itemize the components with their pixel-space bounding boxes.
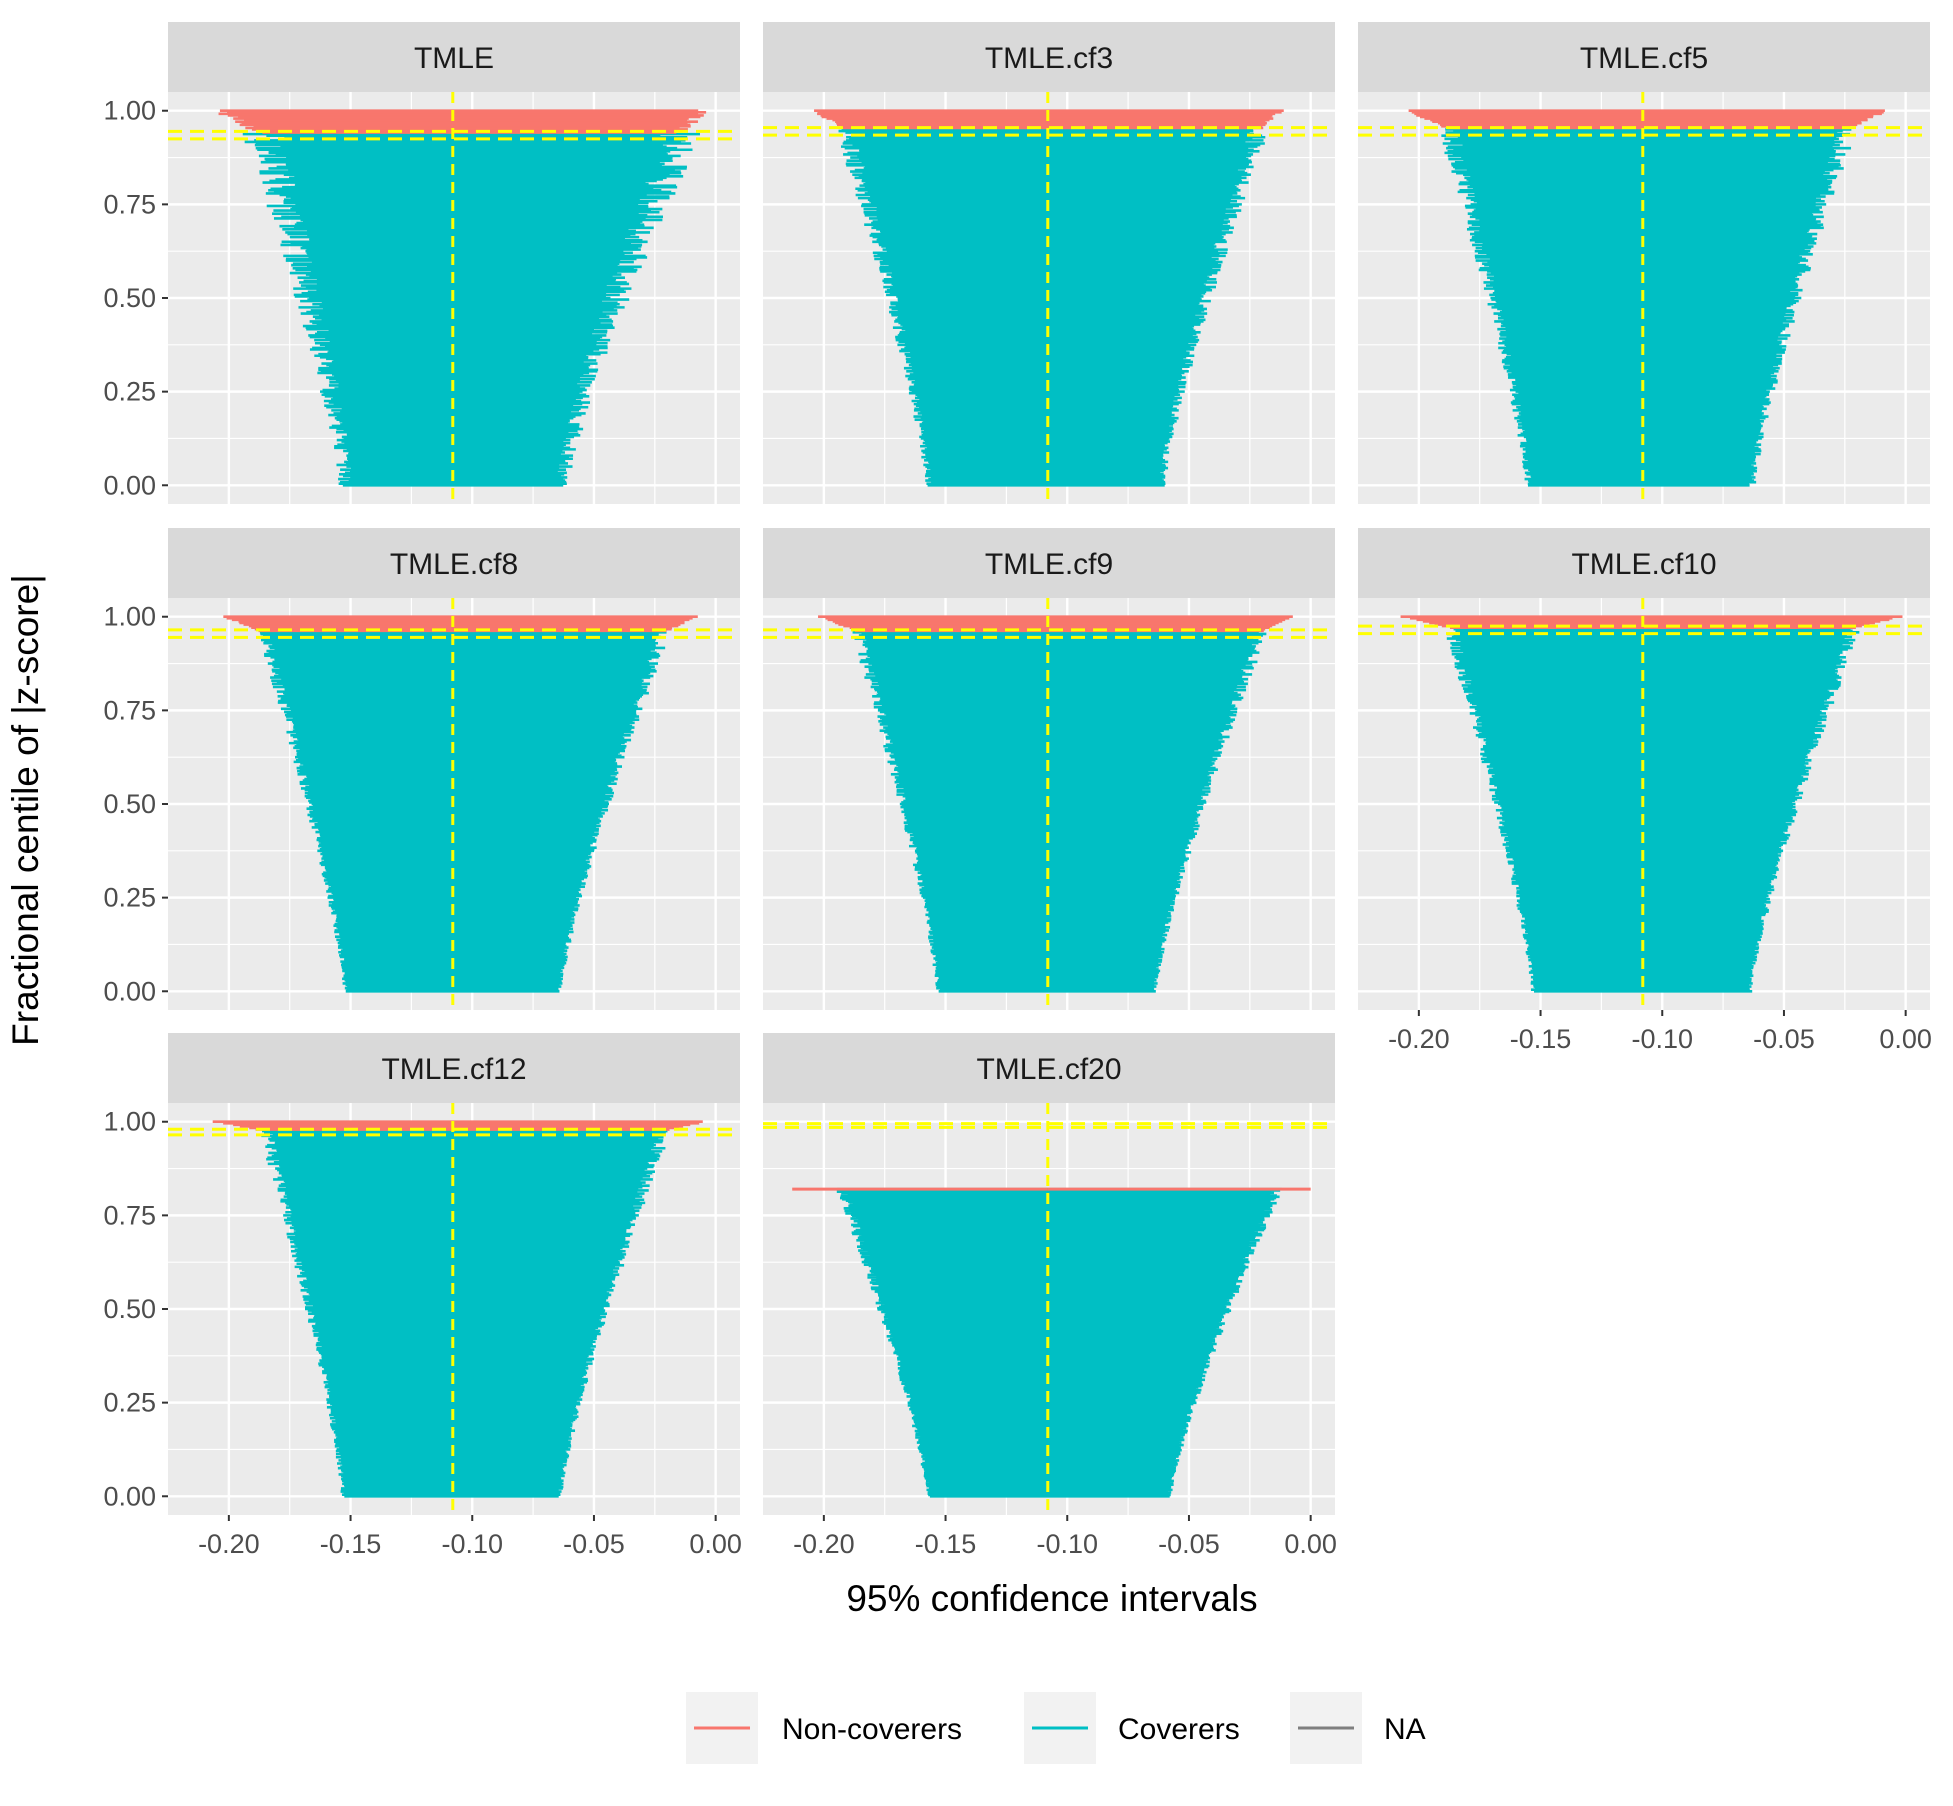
y-tick-label: 0.00 bbox=[103, 1481, 156, 1511]
ci-bars-tmle bbox=[218, 109, 707, 487]
x-axis-title: 95% confidence intervals bbox=[846, 1578, 1257, 1619]
x-tick-label: 0.00 bbox=[1284, 1529, 1337, 1559]
x-tick-label: -0.15 bbox=[915, 1529, 977, 1559]
ci-bars-tmle-cf10 bbox=[1400, 615, 1903, 993]
strip-tmle-cf5 bbox=[1358, 22, 1930, 92]
panel-tmle-cf8: TMLE.cf8 0.00 0.25 0.50 0.75 1.00 bbox=[103, 528, 740, 1010]
panel-tmle-cf3: TMLE.cf3 bbox=[763, 22, 1335, 504]
panel-tmle-cf5: TMLE.cf5 bbox=[1358, 22, 1930, 504]
legend-item-non-coverers: Non-coverers bbox=[686, 1692, 962, 1764]
y-tick-label: 0.75 bbox=[103, 695, 156, 725]
strip-tmle-cf12 bbox=[168, 1033, 740, 1103]
y-tick-label: 0.00 bbox=[103, 470, 156, 500]
panel-tmle-cf9: TMLE.cf9 bbox=[763, 528, 1335, 1010]
strip-label-tmle-cf8: TMLE.cf8 bbox=[390, 548, 518, 581]
panel-tmle-cf12: TMLE.cf12 0.00 0.25 0.50 0.75 1.00 -0.20 -0.15 -… bbox=[103, 1033, 742, 1559]
strip-label-tmle-cf3: TMLE.cf3 bbox=[985, 42, 1113, 75]
legend-item-na: NA bbox=[1290, 1692, 1426, 1764]
strip-label-tmle-cf20: TMLE.cf20 bbox=[976, 1053, 1121, 1086]
panels-layer: TMLE 0.00 0.25 0.50 0.75 1.00 TMLE.cf3 TMLE.cf5… bbox=[103, 22, 1932, 1559]
x-tick-label: -0.15 bbox=[320, 1529, 382, 1559]
strip-label-tmle-cf5: TMLE.cf5 bbox=[1580, 42, 1708, 75]
x-tick-label: -0.20 bbox=[793, 1529, 855, 1559]
strip-tmle bbox=[168, 22, 740, 92]
legend-label-na: NA bbox=[1384, 1713, 1426, 1746]
y-tick-label: 0.25 bbox=[103, 1388, 156, 1418]
y-tick-label: 0.50 bbox=[103, 283, 156, 313]
strip-tmle-cf8 bbox=[168, 528, 740, 598]
panel-tmle: TMLE 0.00 0.25 0.50 0.75 1.00 bbox=[103, 22, 740, 504]
y-tick-label: 1.00 bbox=[103, 96, 156, 126]
y-axis-title: Fractional centile of |z-score| bbox=[5, 574, 46, 1046]
ci-bars-tmle-cf5 bbox=[1408, 109, 1885, 487]
ci-bars-tmle-cf8 bbox=[223, 615, 698, 993]
y-tick-label: 0.75 bbox=[103, 1200, 156, 1230]
ci-bars-tmle-cf9 bbox=[818, 615, 1293, 993]
panel-tmle-cf10: TMLE.cf10 -0.20 -0.15 -0.10 -0.05 0.00 bbox=[1358, 528, 1932, 1054]
legend-item-coverers: Coverers bbox=[1024, 1692, 1240, 1764]
y-tick-label: 0.25 bbox=[103, 883, 156, 913]
y-tick-label: 0.50 bbox=[103, 1294, 156, 1324]
y-tick-label: 0.00 bbox=[103, 976, 156, 1006]
strip-label-tmle-cf12: TMLE.cf12 bbox=[381, 1053, 526, 1086]
legend-label-coverers: Coverers bbox=[1118, 1713, 1240, 1746]
y-tick-label: 1.00 bbox=[103, 1107, 156, 1137]
y-tick-label: 0.50 bbox=[103, 789, 156, 819]
x-tick-label: -0.05 bbox=[1753, 1024, 1815, 1054]
strip-tmle-cf20 bbox=[763, 1033, 1335, 1103]
y-tick-label: 0.25 bbox=[103, 377, 156, 407]
x-tick-label: -0.20 bbox=[198, 1529, 260, 1559]
strip-label-tmle-cf10: TMLE.cf10 bbox=[1571, 548, 1716, 581]
strip-tmle-cf10 bbox=[1358, 528, 1930, 598]
strip-tmle-cf3 bbox=[763, 22, 1335, 92]
x-tick-label: -0.05 bbox=[1158, 1529, 1220, 1559]
x-tick-label: -0.15 bbox=[1510, 1024, 1572, 1054]
ci-bars-tmle-cf3 bbox=[814, 109, 1284, 487]
panel-tmle-cf20: TMLE.cf20 -0.20 -0.15 -0.10 -0.05 0.00 bbox=[763, 1033, 1337, 1559]
x-tick-label: -0.10 bbox=[441, 1529, 503, 1559]
x-tick-label: 0.00 bbox=[689, 1529, 742, 1559]
x-tick-label: 0.00 bbox=[1879, 1024, 1932, 1054]
ci-bars-tmle-cf20 bbox=[792, 1187, 1311, 1498]
x-tick-label: -0.10 bbox=[1036, 1529, 1098, 1559]
y-tick-label: 1.00 bbox=[103, 602, 156, 632]
legend: Non-coverers Coverers NA bbox=[686, 1692, 1426, 1764]
x-tick-label: -0.10 bbox=[1631, 1024, 1693, 1054]
x-tick-label: -0.05 bbox=[563, 1529, 625, 1559]
strip-label-tmle: TMLE bbox=[414, 42, 494, 75]
x-tick-label: -0.20 bbox=[1388, 1024, 1450, 1054]
legend-label-non-coverers: Non-coverers bbox=[782, 1713, 962, 1746]
y-tick-label: 0.75 bbox=[103, 189, 156, 219]
strip-label-tmle-cf9: TMLE.cf9 bbox=[985, 548, 1113, 581]
ci-bars-tmle-cf12 bbox=[212, 1120, 703, 1498]
strip-tmle-cf9 bbox=[763, 528, 1335, 598]
